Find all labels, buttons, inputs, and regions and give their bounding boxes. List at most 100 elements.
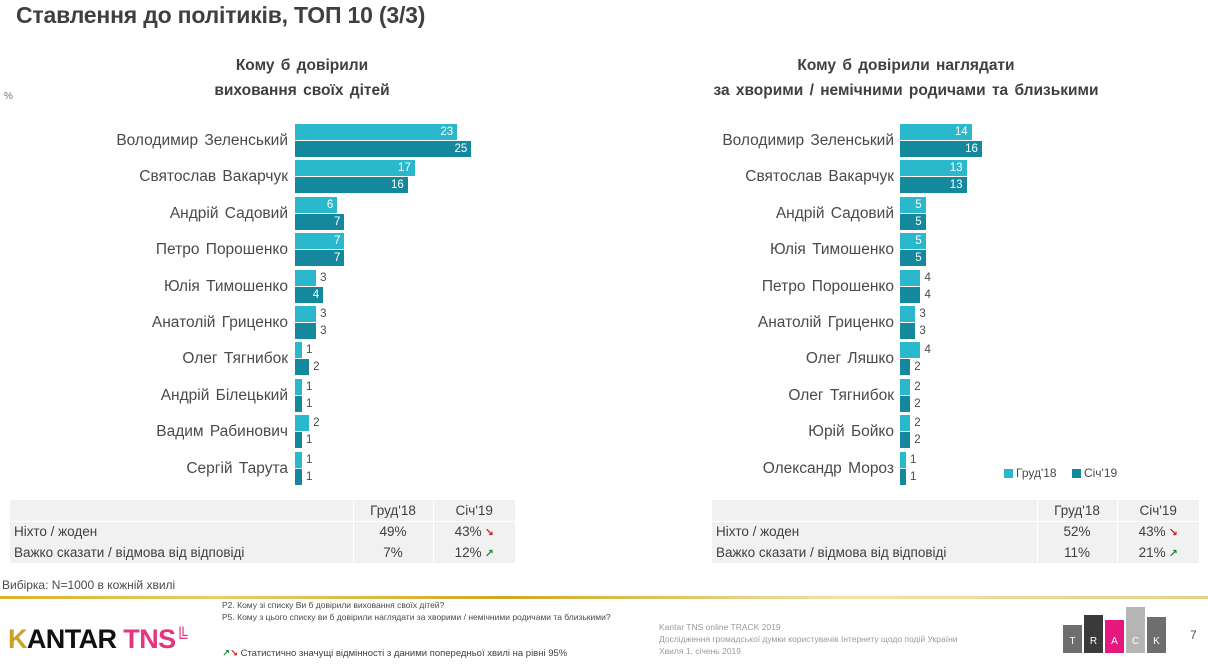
- track-letter-block: T: [1063, 625, 1082, 653]
- bar-a: 1: [295, 378, 312, 395]
- bar-value-label: 4: [924, 288, 931, 301]
- bar-a: 1: [900, 451, 916, 468]
- track-letter: C: [1131, 636, 1140, 647]
- sample-size-note: Вибірка: N=1000 в кожній хвилі: [2, 578, 176, 592]
- bar-b: 4: [295, 286, 324, 303]
- bar-b: 16: [295, 177, 408, 194]
- table-row: Ніхто / жоден 49% 43% ↘: [10, 520, 515, 542]
- bar-value-label: 4: [924, 344, 931, 357]
- table-cell-label: Ніхто / жоден: [712, 520, 1037, 542]
- bar-value-label: 3: [919, 324, 926, 337]
- bar-value-label: 2: [313, 361, 320, 374]
- politician-name: Юлія Тимошенко: [769, 241, 894, 259]
- chart-title-right-line2: за хворими / немічними родичами та близь…: [713, 82, 1099, 99]
- politician-name: Андрій Садовий: [169, 204, 288, 222]
- table-cell-value-b: 43% ↘: [1116, 520, 1199, 542]
- bar-value-label: 14: [954, 126, 968, 138]
- table-cell-value-a: 11%: [1036, 542, 1117, 563]
- track-letter: T: [1069, 636, 1076, 647]
- chart-row: Андрій Садовий 5 5: [604, 196, 1208, 232]
- bar-b: 1: [295, 395, 312, 412]
- politician-name: Вадим Рабинович: [156, 423, 288, 441]
- chart-row: Петро Порошенко 4 4: [604, 269, 1208, 305]
- bar-value-label: 1: [306, 453, 313, 466]
- bar-b: 3: [900, 322, 926, 339]
- bar-value-label: 25: [454, 143, 468, 155]
- chart-title-left-line1: Кому б довірили: [235, 57, 369, 74]
- track-letter-block: A: [1105, 620, 1124, 653]
- chart-row: Володимир Зеленський 14 16: [604, 123, 1208, 159]
- logo-tick-icon: ╚: [175, 627, 188, 646]
- chart-row: Петро Порошенко 7 7: [0, 232, 604, 268]
- bar-chart-left: Володимир Зеленський 23 25 Святослав Вакарч…: [0, 123, 604, 488]
- politician-name: Олег Тягнибок: [788, 386, 894, 404]
- bar-a: 3: [900, 305, 926, 322]
- bar-value-label: 13: [949, 179, 963, 192]
- politician-name: Анатолій Гриценко: [151, 313, 288, 331]
- bar-a: 6: [295, 196, 338, 213]
- bar-b: 4: [900, 286, 931, 303]
- bar-group: 14 16: [900, 124, 982, 158]
- track-letter: K: [1153, 636, 1160, 647]
- bar-a: 3: [295, 269, 327, 286]
- page-title: Ставлення до політиків, ТОП 10 (3/3): [16, 2, 426, 28]
- question-note-2: Р5. Кому з цього списку ви б довірили на…: [222, 612, 611, 622]
- chart-row: Андрій Білецький 1 1: [0, 378, 604, 414]
- bar-a: 1: [295, 451, 312, 468]
- source-line-2: Дослідження громадської думки користувач…: [659, 634, 958, 644]
- politician-name: Святослав Вакарчук: [745, 168, 894, 186]
- track-letter-block: K: [1147, 617, 1166, 653]
- table-cell-value-b: 43% ↘: [432, 520, 515, 542]
- chart-row: Олег Тягнибок 2 2: [604, 378, 1208, 414]
- bar-b: 3: [295, 322, 327, 339]
- bar-b: 7: [295, 213, 345, 230]
- chart-title-left-line2: виховання своїх дітей: [214, 82, 390, 99]
- chart-row: Святослав Вакарчук 17 16: [0, 159, 604, 195]
- bar-value-label: 1: [306, 344, 313, 357]
- legend-label-b: Січ'19: [1083, 466, 1118, 480]
- chart-title-right-line1: Кому б довірили наглядати: [797, 57, 1015, 74]
- trend-up-icon: ↗: [484, 548, 494, 560]
- percent-unit-label: %: [4, 91, 13, 102]
- chart-panel-right: Кому б довірили наглядати за хворими / н…: [604, 0, 1208, 671]
- bar-b: 2: [900, 359, 921, 376]
- bar-b: 2: [295, 359, 320, 376]
- bar-group: 17 16: [295, 160, 415, 194]
- politician-name: Святослав Вакарчук: [139, 168, 288, 186]
- bar-value-label: 5: [915, 235, 922, 248]
- chart-row: Олег Ляшко 4 2: [604, 341, 1208, 377]
- chart-legend: Груд'18 Січ'19: [1004, 466, 1129, 480]
- bar-value-label: 2: [914, 380, 921, 393]
- bar-a: 4: [900, 342, 931, 359]
- legend-label-a: Груд'18: [1016, 466, 1057, 480]
- bar-group: 13 13: [900, 160, 967, 194]
- bar-value-label: 6: [326, 198, 334, 211]
- politician-name: Сергій Тарута: [186, 459, 288, 477]
- bar-value-label: 5: [915, 215, 922, 228]
- chart-row: Юлія Тимошенко 5 5: [604, 232, 1208, 268]
- politician-name: Петро Порошенко: [155, 241, 288, 259]
- chart-row: Сергій Тарута 1 1: [0, 451, 604, 487]
- bar-value-label: 1: [306, 380, 313, 393]
- bar-b: 13: [900, 177, 967, 194]
- bar-a: 2: [900, 378, 921, 395]
- politician-name: Олександр Мороз: [762, 459, 894, 477]
- source-note: Kantar TNS online TRACK 2019 Дослідження…: [659, 621, 958, 657]
- bar-a: 7: [295, 233, 345, 250]
- politician-name: Анатолій Гриценко: [757, 313, 894, 331]
- footer-divider: [0, 596, 1208, 599]
- bar-a: 13: [900, 160, 967, 177]
- bar-b: 5: [900, 250, 926, 267]
- bar-value-label: 2: [914, 397, 921, 410]
